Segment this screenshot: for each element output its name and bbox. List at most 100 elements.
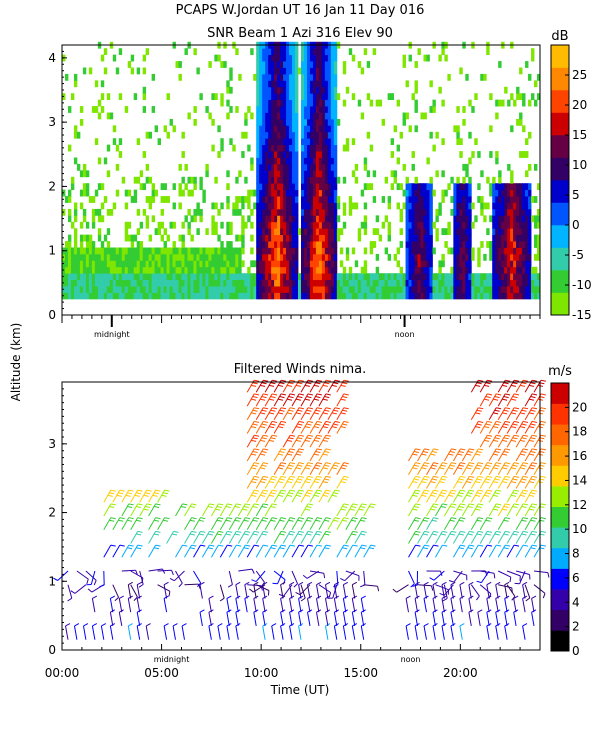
snr-cell [256, 163, 260, 171]
snr-cell [295, 183, 299, 191]
wind-barb [103, 503, 116, 517]
snr-cell [127, 221, 132, 229]
snr-cell [187, 253, 191, 261]
wind-barb [488, 448, 502, 462]
snr-cell [510, 196, 514, 203]
snr-cell [283, 170, 287, 178]
wind-barb [434, 503, 448, 517]
snr-cell [420, 183, 424, 191]
snr-cell [333, 234, 338, 242]
wind-barb [235, 623, 241, 640]
snr-cell [309, 253, 314, 261]
snr-cell [295, 157, 299, 165]
snr-cell [324, 292, 329, 300]
snr-cell [324, 131, 329, 139]
snr-cell [531, 292, 535, 300]
snr-cell [295, 273, 299, 281]
snr-cell [537, 183, 541, 191]
snr-cell [121, 260, 126, 268]
snr-cell [142, 286, 147, 293]
snr-cell [474, 138, 478, 146]
wind-barb [336, 544, 349, 558]
snr-cell [268, 86, 272, 94]
snr-cell [190, 234, 194, 242]
wind-barb [193, 570, 202, 588]
snr-cell [145, 48, 150, 56]
snr-cell [501, 273, 505, 281]
snr-cell [232, 266, 236, 274]
snr-cell [504, 260, 508, 268]
snr-cell [145, 196, 150, 203]
snr-cell [295, 279, 299, 287]
snr-cell [489, 286, 493, 293]
snr-cell [330, 292, 335, 300]
wind-barb [255, 462, 269, 476]
snr-cell [495, 196, 499, 203]
snr-cell [351, 286, 356, 293]
wind-barb [210, 517, 224, 530]
snr-cell [118, 266, 123, 274]
snr-cell [438, 86, 442, 94]
snr-cell [151, 196, 156, 203]
snr-cell [145, 279, 150, 287]
snr-cell [399, 286, 403, 293]
snr-cell [507, 208, 511, 216]
snr-cell [453, 202, 457, 210]
snr-cell [432, 106, 436, 113]
snr-cell [100, 260, 105, 268]
snr-cell [405, 234, 409, 242]
snr-cell [112, 247, 117, 255]
snr-cell [268, 48, 272, 56]
wind-barb [291, 530, 304, 544]
snr-cell [411, 292, 415, 300]
snr-cell [301, 234, 305, 242]
snr-cell [247, 202, 251, 210]
snr-cell [333, 176, 338, 184]
snr-cell [280, 144, 284, 152]
wind-barb [246, 544, 260, 558]
snr-cell [414, 286, 418, 293]
snr-cell [76, 292, 81, 300]
snr-cell [399, 131, 403, 139]
wind-barb [470, 420, 484, 434]
snr-cell [271, 67, 275, 75]
wind-barb [441, 623, 447, 640]
snr-cell [309, 234, 314, 242]
snr-cell [534, 99, 538, 107]
snr-cell [318, 215, 323, 223]
snr-cell [136, 266, 141, 274]
snr-cell [516, 247, 520, 255]
snr-cell [339, 260, 344, 268]
snr-cell [265, 54, 269, 62]
snr-cell [277, 286, 281, 293]
snr-cell [130, 247, 135, 255]
snr-cell [348, 279, 353, 287]
snr-cell [301, 215, 305, 223]
snr-cell [306, 106, 311, 113]
snr-cell [292, 241, 296, 248]
snr-cell [286, 260, 290, 268]
snr-cell [181, 286, 185, 293]
snr-cell [420, 260, 424, 268]
snr-cell [295, 106, 299, 113]
snr-cell [277, 228, 281, 236]
snr-cell [303, 48, 308, 56]
snr-cell [70, 221, 75, 229]
snr-cell [139, 183, 144, 191]
wind-barb [426, 517, 439, 530]
snr-cell [286, 48, 290, 56]
snr-cell [259, 54, 263, 62]
altitude-axis-label: Altitude (km) [9, 323, 23, 402]
snr-cell [259, 273, 263, 281]
snr-colorbar-swatch [551, 135, 569, 158]
snr-cell [309, 260, 314, 268]
snr-cell [498, 176, 502, 184]
snr-cell [277, 273, 281, 281]
snr-cell [354, 163, 359, 171]
wind-barb [237, 517, 251, 530]
snr-cell [229, 67, 233, 75]
snr-cell [327, 163, 332, 171]
wind-barb [246, 517, 260, 530]
snr-cell [522, 202, 526, 210]
snr-cell [208, 253, 212, 261]
